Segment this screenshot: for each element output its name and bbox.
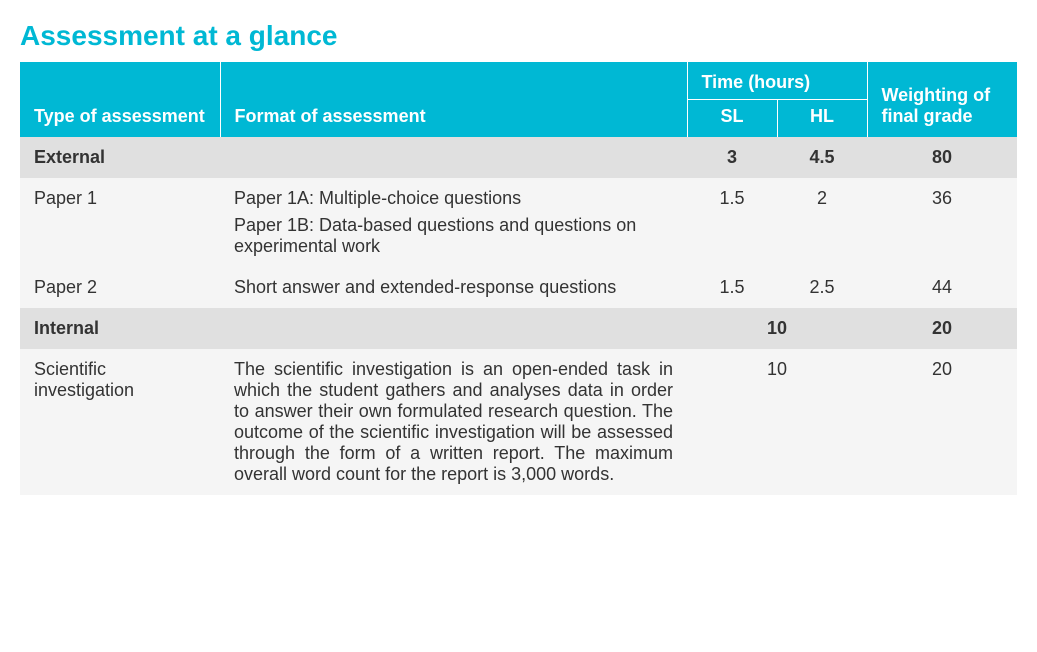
- assessment-table: Type of assessment Format of assessment …: [20, 62, 1017, 495]
- table-row: External 34.580: [20, 137, 1017, 178]
- col-header-weight: Weighting of final grade: [867, 62, 1017, 137]
- cell-type: Scientific investigation: [20, 349, 220, 495]
- col-header-format: Format of assessment: [220, 62, 687, 137]
- col-header-sl: SL: [687, 100, 777, 138]
- cell-format: [220, 308, 687, 349]
- cell-format: [220, 137, 687, 178]
- format-line: Paper 1B: Data-based questions and quest…: [234, 215, 673, 257]
- cell-sl: 3: [687, 137, 777, 178]
- cell-weight: 20: [867, 349, 1017, 495]
- format-line: Paper 1A: Multiple-choice questions: [234, 188, 673, 209]
- cell-weight: 80: [867, 137, 1017, 178]
- cell-type: Internal: [20, 308, 220, 349]
- cell-hl: 2: [777, 178, 867, 267]
- cell-weight: 36: [867, 178, 1017, 267]
- cell-sl: 1.5: [687, 267, 777, 308]
- col-header-time: Time (hours): [687, 62, 867, 100]
- cell-type: Paper 1: [20, 178, 220, 267]
- table-row: Scientific investigationThe scientific i…: [20, 349, 1017, 495]
- cell-format: Paper 1A: Multiple-choice questions Paper…: [220, 178, 687, 267]
- page-title: Assessment at a glance: [20, 20, 1017, 52]
- cell-hl: 2.5: [777, 267, 867, 308]
- cell-sl: 1.5: [687, 178, 777, 267]
- format-line: The scientific investigation is an open-…: [234, 359, 673, 485]
- col-header-type: Type of assessment: [20, 62, 220, 137]
- table-row: Paper 1Paper 1A: Multiple-choice questio…: [20, 178, 1017, 267]
- cell-time-merged: 10: [687, 349, 867, 495]
- table-row: Paper 2 Short answer and extended-respons…: [20, 267, 1017, 308]
- cell-hl: 4.5: [777, 137, 867, 178]
- cell-weight: 20: [867, 308, 1017, 349]
- table-row: Internal 1020: [20, 308, 1017, 349]
- cell-type: External: [20, 137, 220, 178]
- col-header-hl: HL: [777, 100, 867, 138]
- cell-type: Paper 2: [20, 267, 220, 308]
- cell-format: Short answer and extended-response quest…: [220, 267, 687, 308]
- cell-format: The scientific investigation is an open-…: [220, 349, 687, 495]
- cell-weight: 44: [867, 267, 1017, 308]
- format-line: Short answer and extended-response quest…: [234, 277, 673, 298]
- cell-time-merged: 10: [687, 308, 867, 349]
